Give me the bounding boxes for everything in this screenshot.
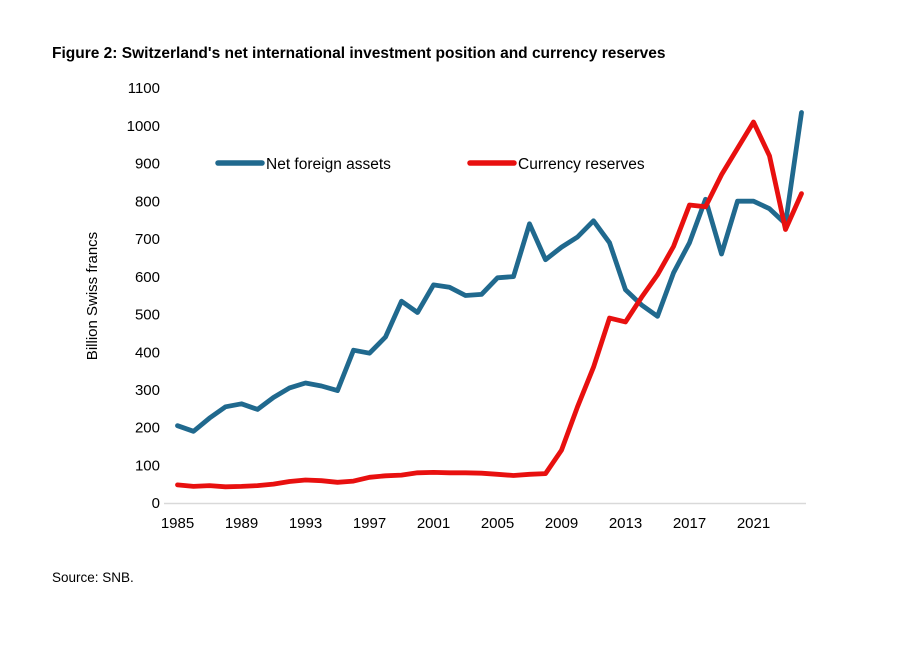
legend-label-currency-reserves: Currency reserves xyxy=(518,156,645,173)
y-tick-label: 700 xyxy=(135,231,160,248)
x-tick-label: 2005 xyxy=(481,515,514,532)
y-tick-label: 500 xyxy=(135,307,160,324)
series-line-net-foreign-assets xyxy=(175,110,804,434)
x-tick-label: 2001 xyxy=(417,515,450,532)
y-tick-label: 100 xyxy=(135,457,160,474)
y-tick-label: 900 xyxy=(135,156,160,173)
x-tick-label: 1993 xyxy=(289,515,322,532)
y-tick-label: 0 xyxy=(152,495,160,512)
source-note: Source: SNB. xyxy=(52,570,134,585)
y-tick-label: 800 xyxy=(135,193,160,210)
series-line-currency-reserves xyxy=(175,119,804,490)
plot-area: 0 100 200 300 400 500 600 700 800 900 1000 1100 1985… xyxy=(127,80,806,532)
y-tick-label: 300 xyxy=(135,382,160,399)
x-tick-label: 1985 xyxy=(161,515,194,532)
y-tick-label: 1100 xyxy=(128,80,160,97)
x-tick-label: 1989 xyxy=(225,515,258,532)
y-tick-label: 200 xyxy=(135,420,160,437)
y-tick-label: 400 xyxy=(135,344,160,361)
x-tick-label: 2013 xyxy=(609,515,642,532)
chart-title: Figure 2: Switzerland's net internationa… xyxy=(52,45,666,62)
x-tick-label: 2009 xyxy=(545,515,578,532)
y-tick-label: 1000 xyxy=(127,118,160,135)
legend-label-net-foreign-assets: Net foreign assets xyxy=(266,156,391,173)
y-axis-title: Billion Swiss francs xyxy=(84,232,101,360)
x-tick-label: 1997 xyxy=(353,515,386,532)
x-tick-label: 2017 xyxy=(673,515,706,532)
x-tick-label: 2021 xyxy=(737,515,770,532)
y-tick-label: 600 xyxy=(135,269,160,286)
